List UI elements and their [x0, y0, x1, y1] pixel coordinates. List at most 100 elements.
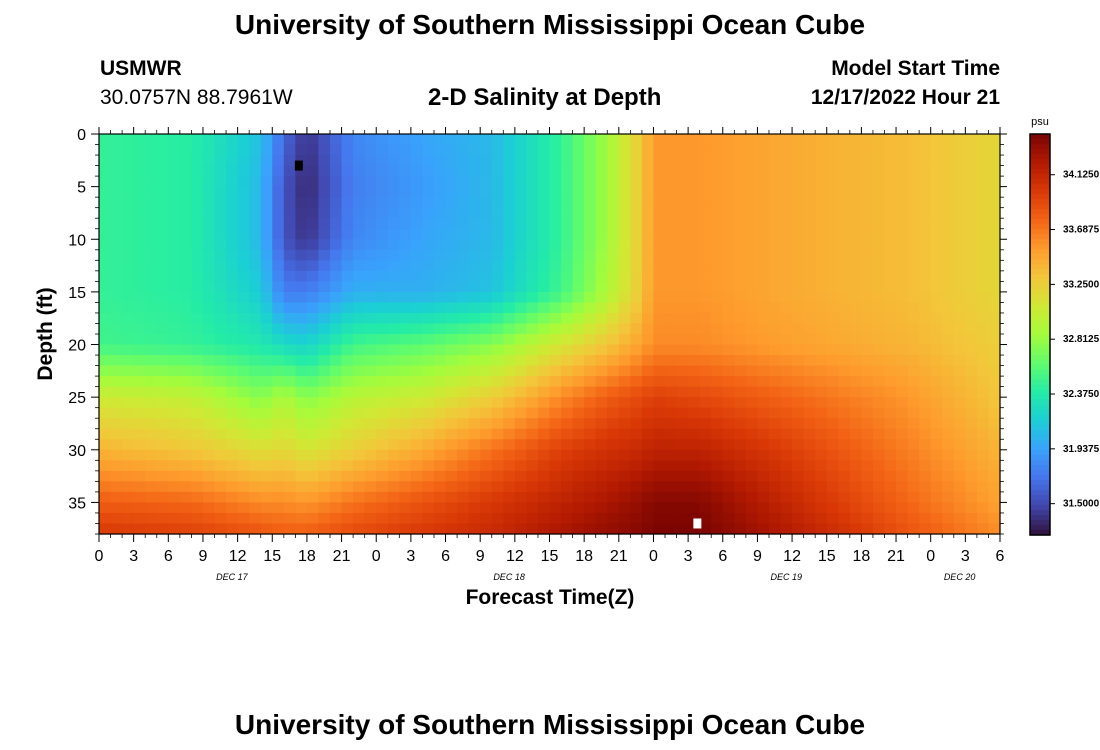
heatmap-cell: [249, 418, 262, 430]
heatmap-cell: [618, 270, 631, 282]
heatmap-cell: [595, 439, 608, 451]
heatmap-cell: [826, 376, 839, 388]
heatmap-cell: [237, 344, 250, 356]
heatmap-cell: [341, 502, 354, 514]
heatmap-cell: [699, 418, 712, 430]
heatmap-cell: [237, 218, 250, 230]
colorbar-segment: [1030, 304, 1050, 311]
heatmap-cell: [133, 439, 146, 451]
heatmap-cell: [676, 334, 689, 346]
heatmap-cell: [537, 291, 551, 304]
heatmap-cell: [422, 460, 435, 472]
heatmap-cell: [457, 249, 470, 261]
heatmap-cell: [711, 270, 724, 282]
heatmap-cell: [133, 376, 146, 388]
heatmap-cell: [491, 144, 504, 156]
heatmap-cell: [468, 439, 481, 451]
heatmap-cell: [156, 302, 169, 314]
heatmap-cell: [965, 249, 978, 261]
heatmap-cell: [711, 512, 724, 525]
heatmap-cell: [122, 155, 135, 167]
heatmap-cell: [953, 449, 966, 461]
heatmap-cell: [584, 512, 597, 525]
heatmap-cell: [988, 407, 1001, 419]
heatmap-cell: [99, 355, 112, 367]
heatmap-cell: [526, 228, 539, 240]
heatmap-cell: [110, 344, 123, 356]
heatmap-cell: [341, 197, 354, 209]
heatmap-cell: [584, 186, 597, 198]
colorbar-segment: [1030, 279, 1050, 285]
heatmap-cell: [711, 376, 724, 388]
heatmap-cell: [838, 386, 851, 398]
heatmap-cell: [641, 344, 655, 356]
heatmap-cell: [156, 470, 169, 482]
heatmap-cell: [145, 418, 158, 430]
heatmap-cell: [838, 376, 851, 388]
heatmap-cell: [953, 334, 966, 346]
heatmap-cell: [341, 134, 354, 146]
heatmap-cell: [549, 323, 562, 335]
heatmap-cell: [457, 134, 470, 146]
heatmap-cell: [872, 344, 886, 356]
heatmap-cell: [907, 323, 920, 335]
heatmap-cell: [780, 323, 793, 335]
heatmap-cell: [514, 249, 527, 261]
heatmap-cell: [272, 460, 285, 472]
heatmap-cell: [214, 197, 227, 209]
heatmap-cell: [133, 134, 146, 146]
colorbar-tick-label: 33.6875: [1063, 225, 1100, 236]
heatmap-cell: [676, 155, 689, 167]
heatmap-cell: [711, 134, 724, 146]
heatmap-cell: [930, 449, 943, 461]
heatmap-cell: [942, 502, 955, 514]
heatmap-cell: [896, 291, 909, 304]
colorbar-segment: [1030, 389, 1050, 396]
heatmap-cell: [953, 260, 966, 272]
heatmap-cell: [826, 512, 839, 525]
heatmap-cell: [872, 144, 886, 156]
heatmap-cell: [803, 344, 816, 356]
colorbar-segment: [1030, 189, 1050, 195]
heatmap-cell: [457, 523, 470, 535]
heatmap-cell: [884, 449, 897, 461]
heatmap-cell: [722, 481, 735, 493]
heatmap-cell: [595, 270, 608, 282]
heatmap-cell: [630, 470, 643, 482]
heatmap-cell: [688, 312, 701, 325]
heatmap-cell: [399, 491, 412, 504]
heatmap-cell: [179, 207, 193, 219]
heatmap-cell: [514, 207, 527, 219]
heatmap-cell: [849, 439, 862, 451]
heatmap-cell: [249, 228, 262, 240]
heatmap-cell: [156, 418, 169, 430]
heatmap-cell: [711, 323, 724, 335]
heatmap-cell: [191, 355, 204, 367]
heatmap-cell: [503, 418, 516, 430]
heatmap-cell: [341, 470, 354, 482]
heatmap-cell: [364, 512, 377, 525]
heatmap-cell: [514, 291, 527, 304]
heatmap-cell: [283, 134, 296, 146]
heatmap-cell: [168, 134, 181, 146]
heatmap-cell: [468, 228, 481, 240]
heatmap-cell: [306, 291, 320, 304]
heatmap-cell: [237, 176, 250, 188]
heatmap-cell: [803, 291, 816, 304]
heatmap-cell: [537, 312, 551, 325]
heatmap-cell: [457, 302, 470, 314]
heatmap-cell: [353, 365, 366, 377]
heatmap-cell: [341, 291, 354, 304]
heatmap-cell: [156, 355, 169, 367]
heatmap-cell: [988, 291, 1001, 304]
heatmap-cell: [792, 386, 805, 398]
heatmap-cell: [872, 481, 886, 493]
heatmap-cell: [792, 523, 805, 535]
heatmap-cell: [468, 197, 481, 209]
heatmap-cell: [422, 323, 435, 335]
heatmap-cell: [745, 355, 759, 367]
colorbar: 34.125033.687533.250032.812532.375031.93…: [1029, 116, 1100, 536]
colorbar-segment: [1030, 339, 1050, 346]
heatmap-cell: [942, 302, 955, 314]
heatmap-cell: [353, 176, 366, 188]
